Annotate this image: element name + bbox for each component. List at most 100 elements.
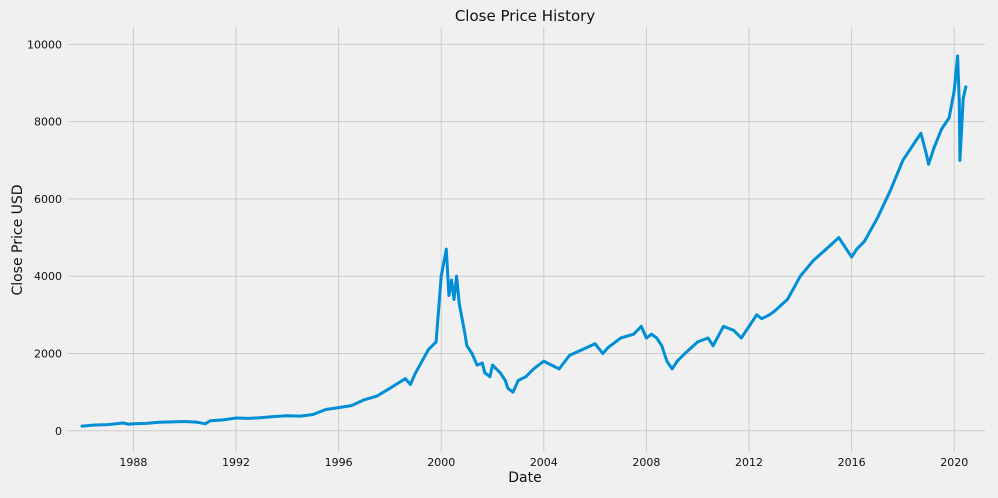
- data-point: [414, 371, 417, 375]
- data-point: [747, 325, 751, 328]
- x-axis-label: Date: [508, 470, 541, 486]
- data-point: [157, 420, 161, 424]
- y-tick-label: 0: [55, 425, 62, 438]
- data-point: [798, 274, 802, 278]
- data-point: [126, 422, 130, 426]
- data-point: [645, 336, 648, 340]
- x-tick-label: 2008: [632, 456, 660, 469]
- data-point: [491, 363, 494, 367]
- data-point: [298, 414, 302, 418]
- data-point: [483, 371, 487, 375]
- data-point: [362, 398, 366, 402]
- data-point: [683, 352, 687, 355]
- data-point: [711, 344, 715, 348]
- plot-area: [80, 54, 968, 428]
- data-point: [388, 386, 392, 390]
- data-point: [132, 422, 135, 426]
- data-point: [947, 116, 951, 120]
- x-tick-label: 2020: [940, 456, 968, 469]
- data-point: [901, 158, 905, 162]
- data-point: [488, 375, 492, 379]
- data-point: [434, 340, 438, 344]
- data-point: [919, 131, 923, 135]
- x-tick-label: 2016: [838, 456, 866, 469]
- data-point: [247, 417, 251, 420]
- data-point: [221, 418, 225, 422]
- data-point: [506, 386, 510, 390]
- data-point: [93, 423, 97, 427]
- data-point: [660, 344, 664, 348]
- data-point: [196, 420, 199, 424]
- data-point: [961, 97, 965, 100]
- data-point: [470, 352, 474, 355]
- data-point: [824, 247, 828, 251]
- data-point: [480, 361, 484, 365]
- data-point: [932, 147, 936, 151]
- data-point: [462, 328, 466, 332]
- data-point: [311, 413, 315, 416]
- data-point: [209, 419, 212, 423]
- x-tick-label: 1988: [119, 456, 147, 469]
- data-point: [375, 394, 379, 398]
- data-point: [511, 390, 515, 394]
- data-point: [550, 363, 553, 367]
- data-point: [337, 406, 340, 409]
- data-point: [906, 151, 910, 155]
- data-point: [670, 367, 674, 371]
- data-point: [273, 415, 276, 418]
- data-point: [285, 414, 289, 418]
- y-tick-label: 10000: [27, 38, 62, 51]
- data-point: [183, 420, 187, 423]
- data-point: [665, 359, 669, 363]
- data-point: [203, 422, 207, 426]
- data-point: [516, 379, 520, 382]
- data-point: [557, 367, 561, 371]
- data-point: [439, 274, 443, 278]
- data-point: [863, 240, 866, 243]
- x-tick-label: 1992: [222, 456, 250, 469]
- data-point: [842, 243, 846, 247]
- data-point: [580, 348, 584, 351]
- data-point: [447, 294, 451, 297]
- data-point: [811, 259, 815, 263]
- x-axis-ticks: 1988 1992 1996 2000 2004 2008 2012 2016 2020: [119, 456, 968, 469]
- data-point: [888, 189, 892, 193]
- data-point: [593, 342, 597, 346]
- data-point: [964, 85, 968, 89]
- data-point: [457, 301, 461, 305]
- data-point: [732, 328, 735, 332]
- data-point: [639, 325, 643, 328]
- data-point: [632, 332, 635, 336]
- data-point: [350, 404, 353, 407]
- data-point: [498, 371, 502, 375]
- data-point: [568, 354, 571, 357]
- data-point: [409, 383, 412, 386]
- data-point: [619, 336, 623, 340]
- data-point: [924, 151, 928, 155]
- data-point: [450, 278, 453, 282]
- data-point: [952, 89, 956, 93]
- data-point: [455, 274, 458, 278]
- data-point: [144, 422, 148, 425]
- x-tick-label: 2004: [530, 456, 558, 469]
- data-point: [739, 336, 743, 340]
- data-point: [786, 298, 789, 301]
- data-point: [260, 416, 264, 419]
- data-point: [234, 416, 238, 420]
- data-point: [706, 336, 710, 340]
- data-point: [960, 131, 963, 135]
- data-point: [427, 348, 430, 351]
- data-point: [855, 247, 859, 251]
- data-point: [722, 325, 725, 328]
- data-point: [444, 247, 448, 251]
- data-point: [452, 298, 456, 301]
- data-point: [755, 313, 759, 317]
- data-point: [403, 377, 407, 380]
- data-point: [655, 336, 659, 340]
- data-point: [760, 317, 764, 321]
- data-point: [958, 158, 962, 162]
- data-point: [324, 408, 328, 411]
- data-point: [850, 255, 853, 259]
- data-point: [542, 359, 546, 363]
- data-point: [957, 100, 961, 104]
